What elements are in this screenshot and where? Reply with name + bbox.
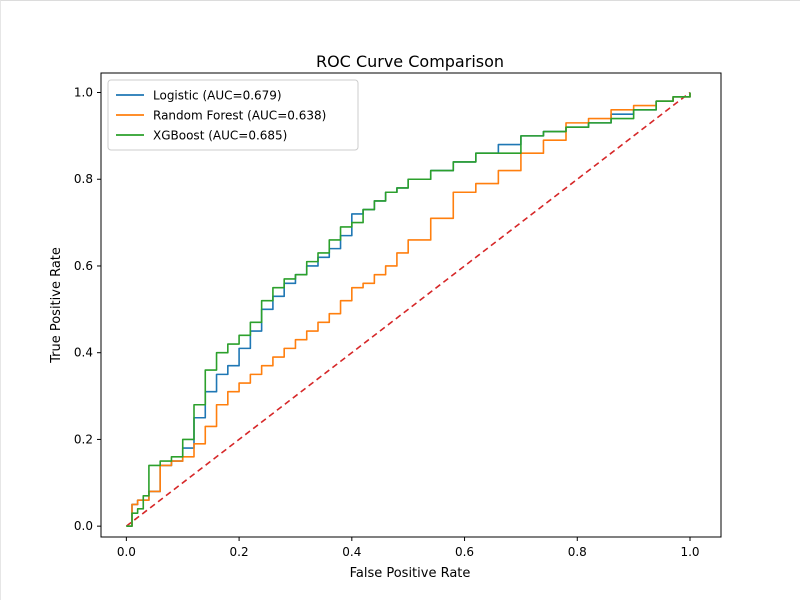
y-tick-label: 1.0 [74, 86, 93, 100]
legend-label-0: Logistic (AUC=0.679) [153, 89, 282, 103]
y-tick-label: 0.8 [74, 172, 93, 186]
x-tick-label: 0.8 [568, 545, 587, 559]
x-tick-label: 0.6 [455, 545, 474, 559]
x-tick-label: 0.4 [342, 545, 361, 559]
y-axis: 0.0 0.2 0.4 0.6 0.8 1.0 [74, 86, 101, 533]
series-line-2 [126, 92, 691, 527]
y-axis-label: True Positive Rate [49, 247, 64, 364]
y-tick-label: 0.6 [74, 259, 93, 273]
legend-label-1: Random Forest (AUC=0.638) [153, 109, 326, 123]
legend: Logistic (AUC=0.679) Random Forest (AUC=0… [107, 79, 359, 151]
plot-area [125, 91, 691, 527]
axes-frame [100, 72, 722, 538]
x-tick-label: 1.0 [680, 545, 699, 559]
series-line-1 [126, 92, 691, 527]
y-tick-label: 0.4 [74, 346, 93, 360]
y-tick-label: 0.2 [74, 432, 93, 446]
legend-label-2: XGBoost (AUC=0.685) [153, 129, 287, 143]
x-axis-label: False Positive Rate [350, 566, 471, 581]
legend-box [107, 79, 359, 151]
chart-title: ROC Curve Comparison [316, 52, 504, 71]
reference-diagonal-line [125, 91, 691, 527]
x-tick-label: 0.2 [230, 545, 249, 559]
y-tick-label: 0.0 [74, 519, 93, 533]
x-axis: 0.0 0.2 0.4 0.6 0.8 1.0 [117, 537, 700, 559]
x-tick-label: 0.0 [117, 545, 136, 559]
